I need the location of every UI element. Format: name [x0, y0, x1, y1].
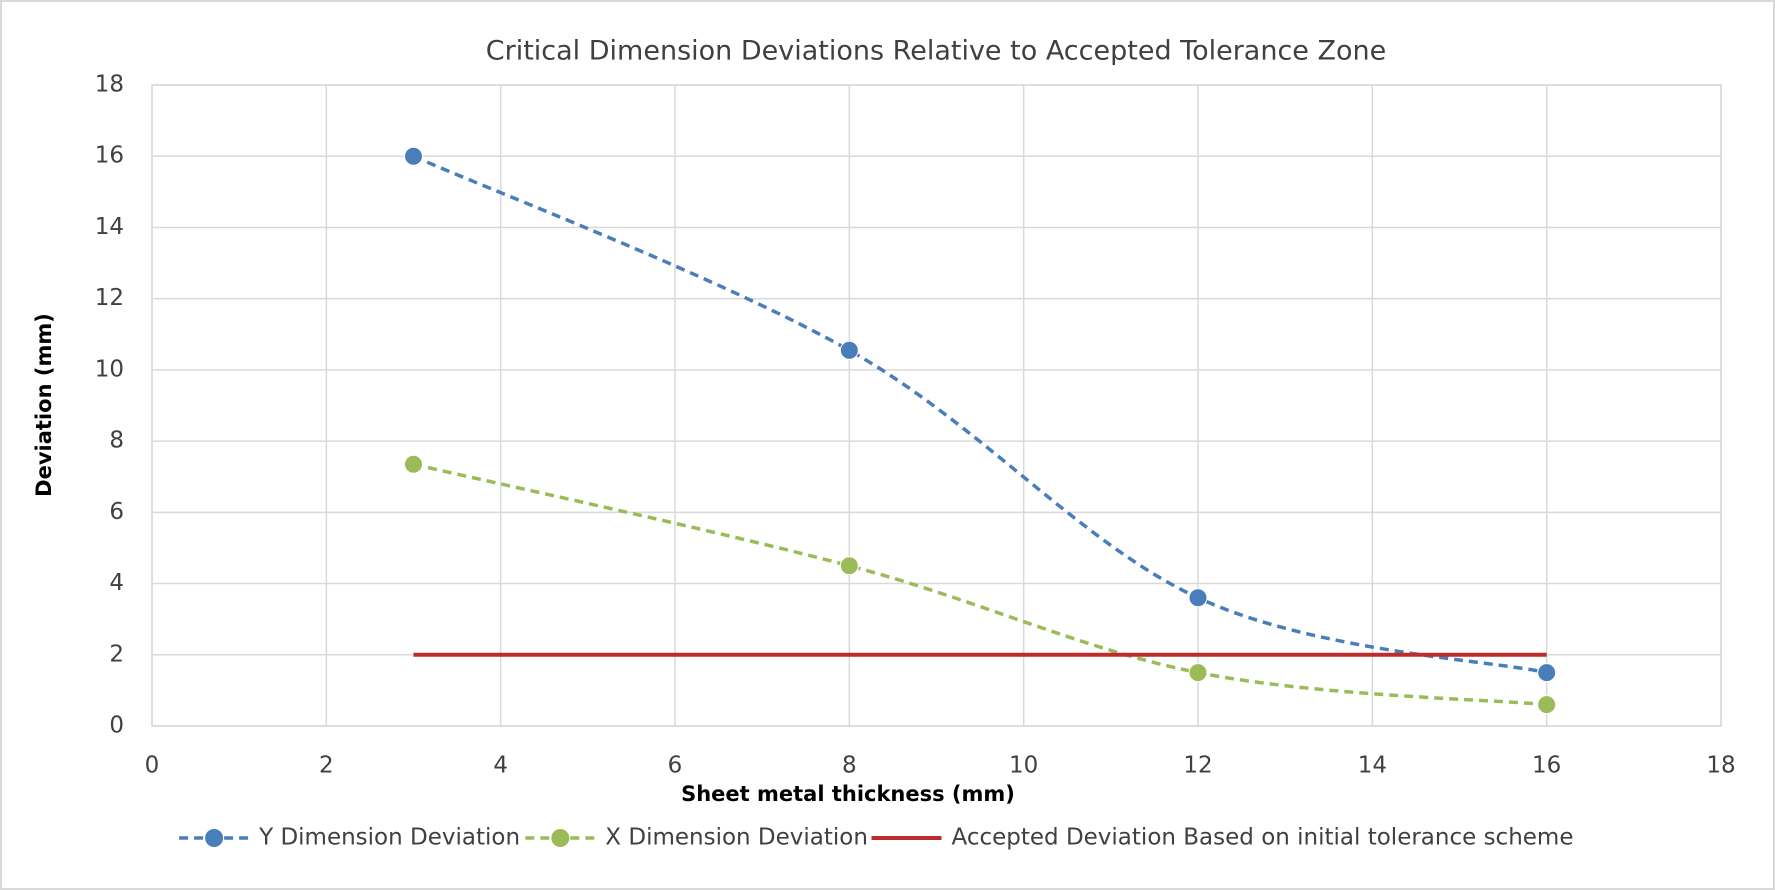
y-tick-label: 2: [109, 641, 124, 667]
legend-marker: [551, 829, 570, 847]
y-axis-label: Deviation (mm): [32, 313, 56, 497]
legend-label: Y Dimension Deviation: [258, 825, 520, 851]
data-point: [1537, 695, 1557, 715]
x-tick-label: 2: [319, 753, 334, 779]
y-tick-label: 10: [95, 356, 124, 382]
x-tick-label: 16: [1532, 753, 1561, 779]
y-tick-label: 0: [109, 713, 124, 739]
plot-border: [151, 84, 1722, 727]
y-tick-label: 12: [95, 285, 124, 311]
series-line: [413, 462, 1547, 707]
data-point: [1188, 663, 1208, 683]
data-point: [1188, 588, 1208, 608]
x-tick-label: 18: [1706, 753, 1735, 779]
x-axis-label: Sheet metal thickness (mm): [681, 782, 1015, 806]
y-tick-label: 6: [109, 499, 124, 525]
x-tick-label: 6: [668, 753, 683, 779]
series-line: [412, 154, 1548, 675]
y-tick-label: 8: [109, 428, 124, 454]
data-point: [839, 556, 859, 576]
x-tick-label: 10: [1009, 753, 1038, 779]
x-tick-label: 4: [493, 753, 508, 779]
legend-label: X Dimension Deviation: [605, 825, 868, 851]
legend-label: Accepted Deviation Based on initial tole…: [952, 825, 1574, 851]
data-point: [1537, 663, 1557, 683]
data-point: [404, 146, 423, 166]
data-point: [839, 340, 859, 360]
y-tick-label: 4: [109, 570, 124, 596]
x-tick-label: 12: [1183, 753, 1212, 779]
y-tick-label: 16: [95, 143, 124, 169]
y-tick-label: 18: [95, 72, 124, 98]
x-tick-label: 0: [145, 753, 160, 779]
data-point: [404, 454, 423, 474]
legend-marker: [205, 829, 224, 847]
y-tick-label: 14: [95, 214, 124, 240]
x-tick-label: 8: [842, 753, 857, 779]
chart-title: Critical Dimension Deviations Relative t…: [486, 36, 1387, 67]
x-tick-label: 14: [1358, 753, 1387, 779]
